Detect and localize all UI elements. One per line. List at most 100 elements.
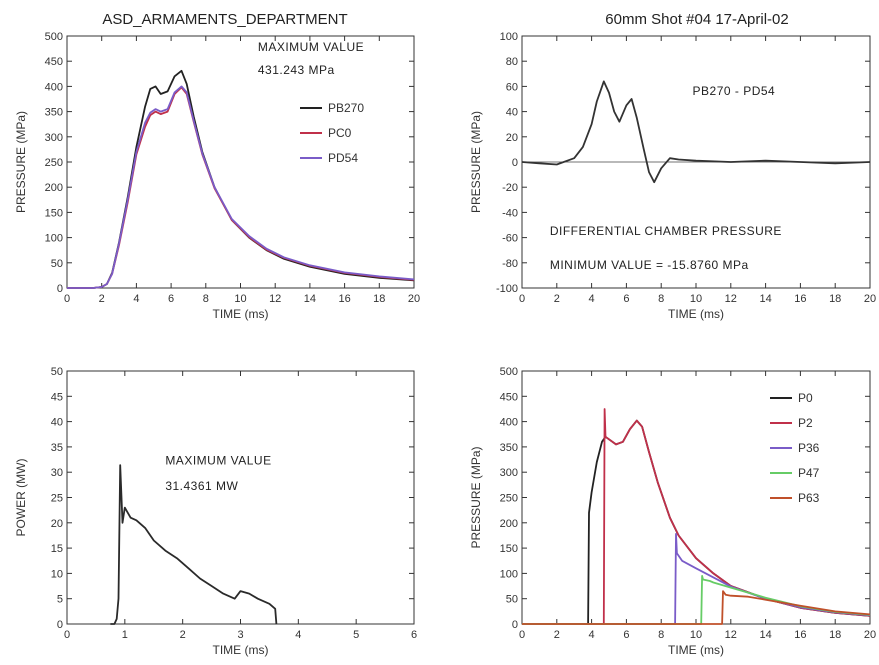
annotation-text: 31.4361 MW	[165, 479, 238, 493]
figure-title-left: ASD_ARMAMENTS_DEPARTMENT	[102, 11, 347, 28]
annotation-text: 431.243 MPa	[258, 63, 335, 77]
y-tick-label: 200	[500, 518, 518, 530]
legend-label-p0: P0	[798, 391, 813, 405]
x-tick-label: 8	[203, 293, 209, 305]
series-line-0	[110, 464, 278, 625]
y-tick-label: 450	[45, 56, 63, 68]
y-tick-label: 250	[500, 493, 518, 505]
y-tick-label: 0	[512, 157, 518, 169]
x-tick-label: 10	[690, 629, 702, 641]
legend-label-pb270: PB270	[328, 101, 364, 115]
y-tick-label: 0	[57, 283, 63, 295]
figure-title-right: 60mm Shot #04 17-April-02	[605, 11, 788, 28]
y-tick-label: 25	[51, 493, 63, 505]
legend-label-p2: P2	[798, 416, 813, 430]
y-tick-label: 300	[500, 467, 518, 479]
x-tick-label: 18	[829, 629, 841, 641]
series-line-0	[521, 80, 871, 184]
y-tick-label: 30	[51, 467, 63, 479]
x-tick-label: 12	[725, 629, 737, 641]
x-tick-label: 0	[64, 293, 70, 305]
y-tick-label: 40	[51, 417, 63, 429]
x-tick-label: 3	[237, 629, 243, 641]
y-tick-label: 5	[57, 594, 63, 606]
y-tick-label: 40	[506, 107, 518, 119]
plot-frame	[66, 35, 415, 289]
y-tick-label: 450	[500, 391, 518, 403]
chart-p4: 0 2 4 6 8 10 12 14 16 18 2005010015020025030035040…	[469, 366, 876, 657]
x-tick-label: 16	[794, 629, 806, 641]
chart-p1: 0 2 4 6 8 10 12 14 16 18 2005010015020025030035040…	[14, 31, 420, 321]
x-tick-label: 6	[623, 293, 629, 305]
y-tick-label: 400	[45, 81, 63, 93]
legend-label-p47: P47	[798, 466, 820, 480]
legend-label-pc0: PC0	[328, 126, 352, 140]
x-tick-label: 10	[690, 293, 702, 305]
y-tick-label: -100	[496, 283, 518, 295]
x-tick-label: 1	[122, 629, 128, 641]
x-tick-label: 20	[408, 293, 420, 305]
x-tick-label: 0	[64, 629, 70, 641]
y-tick-label: 150	[45, 207, 63, 219]
x-tick-label: 4	[589, 629, 595, 641]
x-tick-label: 10	[234, 293, 246, 305]
x-tick-label: 6	[168, 293, 174, 305]
x-tick-label: 0	[519, 293, 525, 305]
y-tick-label: 35	[51, 442, 63, 454]
y-tick-label: 500	[500, 366, 518, 378]
series-line-p47	[522, 575, 871, 625]
series-line-pc0	[67, 86, 415, 289]
x-tick-label: 2	[180, 629, 186, 641]
y-tick-label: 15	[51, 543, 63, 555]
y-axis-label: PRESSURE (MPa)	[469, 111, 483, 213]
annotation-text: DIFFERENTIAL CHAMBER PRESSURE	[550, 224, 782, 238]
x-axis-label: TIME (ms)	[668, 307, 724, 321]
x-axis-label: TIME (ms)	[213, 643, 269, 657]
y-tick-label: -80	[502, 258, 518, 270]
y-tick-label: 350	[500, 442, 518, 454]
y-tick-label: 150	[500, 543, 518, 555]
x-tick-label: 14	[304, 293, 316, 305]
series-line-p63	[522, 590, 871, 625]
y-tick-label: 500	[45, 31, 63, 43]
x-axis-label: TIME (ms)	[213, 307, 269, 321]
x-tick-label: 4	[295, 629, 301, 641]
y-axis-label: PRESSURE (MPa)	[14, 111, 28, 213]
x-tick-label: 8	[658, 629, 664, 641]
y-tick-label: 400	[500, 417, 518, 429]
y-tick-label: -60	[502, 233, 518, 245]
x-tick-label: 14	[759, 629, 771, 641]
series-line-p36	[522, 533, 871, 625]
y-tick-label: 0	[57, 619, 63, 631]
y-tick-label: 250	[45, 157, 63, 169]
y-tick-label: 200	[45, 182, 63, 194]
x-tick-label: 14	[759, 293, 771, 305]
y-tick-label: 10	[51, 568, 63, 580]
x-tick-label: 16	[794, 293, 806, 305]
legend-label-p36: P36	[798, 441, 820, 455]
y-tick-label: 50	[51, 258, 63, 270]
x-tick-label: 2	[99, 293, 105, 305]
y-axis-label: POWER (MW)	[14, 459, 28, 537]
charts-group: 0 2 4 6 8 10 12 14 16 18 2005010015020025030035040…	[14, 31, 876, 657]
x-tick-label: 5	[353, 629, 359, 641]
y-tick-label: 300	[45, 132, 63, 144]
x-axis-label: TIME (ms)	[668, 643, 724, 657]
annotation-text: PB270 - PD54	[693, 84, 776, 98]
y-tick-label: 100	[500, 31, 518, 43]
annotation-text: MAXIMUM VALUE	[258, 40, 364, 54]
x-tick-label: 18	[373, 293, 385, 305]
y-tick-label: 80	[506, 56, 518, 68]
series-line-pd54	[67, 85, 415, 289]
legend-label-p63: P63	[798, 491, 820, 505]
y-tick-label: 50	[506, 594, 518, 606]
y-tick-label: 350	[45, 107, 63, 119]
x-tick-label: 0	[519, 629, 525, 641]
x-tick-label: 16	[338, 293, 350, 305]
x-tick-label: 20	[864, 293, 876, 305]
legend-label-pd54: PD54	[328, 151, 358, 165]
y-tick-label: 50	[51, 366, 63, 378]
x-tick-label: 6	[623, 629, 629, 641]
